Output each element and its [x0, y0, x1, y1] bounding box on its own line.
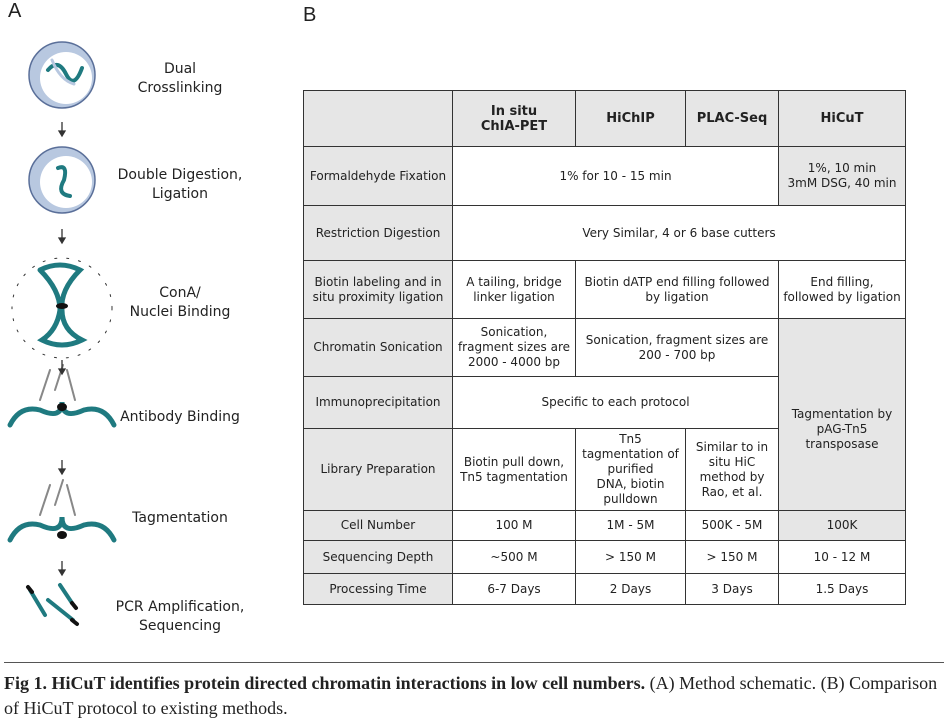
table-cell: 100 M [452, 510, 576, 541]
header-cell: HiChIP [575, 90, 686, 147]
row-label: Library Preparation [303, 428, 453, 511]
caption: Fig 1. HiCuT identifies protein directed… [4, 662, 944, 721]
table-cell: 1.5 Days [778, 573, 906, 605]
row-label: Immunoprecipitation [303, 376, 453, 429]
header-cell: HiCuT [778, 90, 906, 147]
table-cell: Very Similar, 4 or 6 base cutters [452, 205, 906, 261]
table-cell: Tagmentation by pAG-Tn5 transposase [778, 318, 906, 541]
table-cell: 100K [778, 510, 906, 541]
step-label: PCR Amplification, Sequencing [115, 599, 245, 634]
caption-text: (A) Method schematic. (B) Comparison of … [4, 673, 938, 718]
step-label: Tagmentation [132, 510, 228, 526]
row-label: Restriction Digestion [303, 205, 453, 261]
table-cell: Sonication, fragment sizes are 2000 - 40… [452, 318, 576, 377]
table-cell: A tailing, bridge linker ligation [452, 260, 576, 319]
row-label: Formaldehyde Fixation [303, 146, 453, 206]
schematic [7, 41, 117, 626]
step-label: Dual Crosslinking [137, 61, 223, 96]
step-label: Antibody Binding [120, 409, 240, 425]
table-cell: Specific to each protocol [452, 376, 779, 429]
table-cell: 500K - 5M [685, 510, 779, 541]
table-cell: 10 - 12 M [778, 540, 906, 574]
row-label: Sequencing Depth [303, 540, 453, 574]
table-cell: 1% for 10 - 15 min [452, 146, 779, 206]
table-cell: End filling, followed by ligation [778, 260, 906, 319]
row-label: Chromatin Sonication [303, 318, 453, 377]
row-label: Biotin labeling and in situ proximity li… [303, 260, 453, 319]
row-label: Processing Time [303, 573, 453, 605]
table-cell: 3 Days [685, 573, 779, 605]
panel-label: B [303, 4, 317, 26]
table-cell: Biotin dATP end filling followed by liga… [575, 260, 779, 319]
table-cell: 1M - 5M [575, 510, 686, 541]
table-cell: > 150 M [575, 540, 686, 574]
caption-bold: Fig 1. HiCuT identifies protein directed… [4, 673, 646, 693]
header-cell: In situ ChIA-PET [452, 90, 576, 147]
row-label: Cell Number [303, 510, 453, 541]
table-cell: ~500 M [452, 540, 576, 574]
panel-label: A [8, 0, 22, 22]
table-cell: Similar to in situ HiC method by Rao, et… [685, 428, 779, 511]
header-cell [303, 90, 453, 147]
table-cell: Biotin pull down, Tn5 tagmentation [452, 428, 576, 511]
step-label: Double Digestion, Ligation [117, 167, 243, 202]
header-cell: PLAC-Seq [685, 90, 779, 147]
table-cell: > 150 M [685, 540, 779, 574]
table-cell: Tn5 tagmentation of purified DNA, biotin… [575, 428, 686, 511]
table-cell: Sonication, fragment sizes are 200 - 700… [575, 318, 779, 377]
step-label: ConA/ Nuclei Binding [129, 285, 231, 320]
table-cell: 2 Days [575, 573, 686, 605]
table-cell: 6-7 Days [452, 573, 576, 605]
table-cell: 1%, 10 min 3mM DSG, 40 min [778, 146, 906, 206]
